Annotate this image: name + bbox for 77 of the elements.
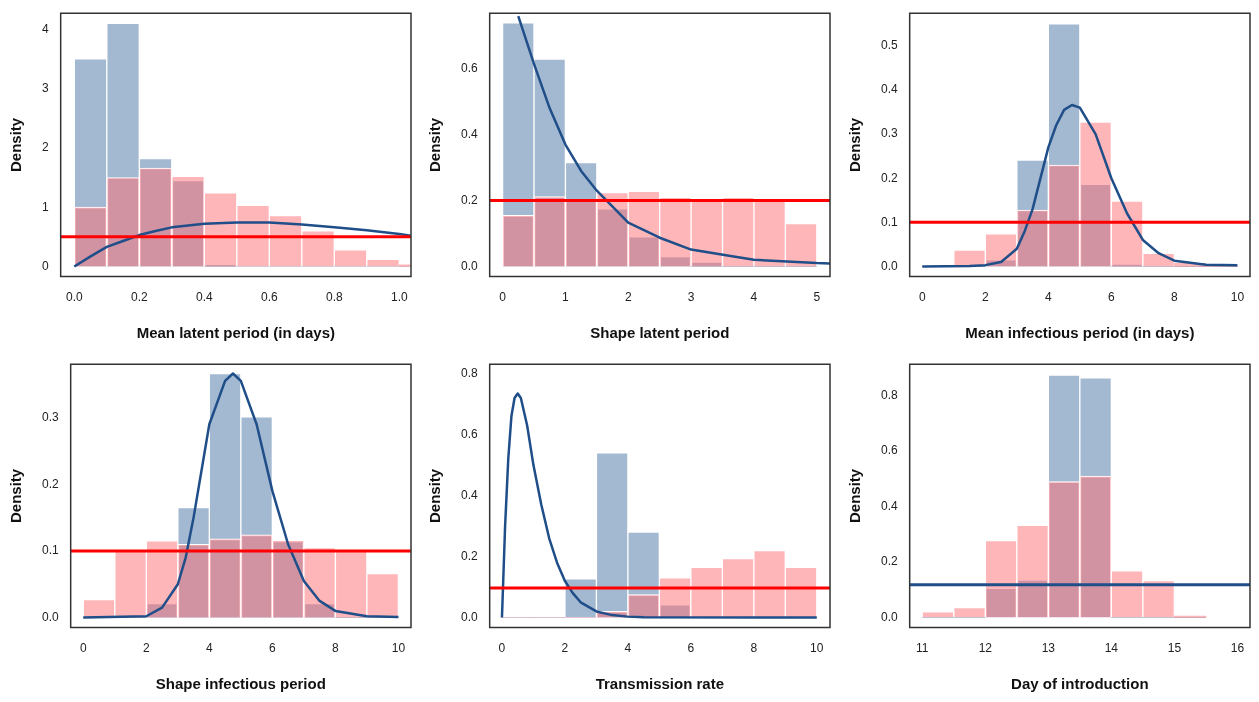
y-tick-label: 3 [41, 80, 49, 95]
y-tick-label: 0.6 [460, 61, 478, 76]
x-tick-label: 1.0 [390, 290, 408, 305]
x-tick-label: 0 [79, 641, 87, 656]
x-axis-title: Mean latent period (in days) [136, 324, 336, 342]
x-axis-title: Day of introduction [1011, 675, 1149, 693]
x-tick-label: 0.2 [130, 290, 148, 305]
x-tick-label: 2 [142, 641, 150, 656]
y-axis-title: Density [846, 468, 864, 523]
y-tick-label: 0.3 [880, 126, 898, 141]
y-tick-label: 1 [41, 199, 49, 214]
x-tick-label: 10 [391, 641, 406, 656]
x-tick-label: 0 [498, 641, 506, 656]
x-tick-label: 4 [750, 290, 758, 305]
y-tick-label: 0.2 [880, 554, 898, 569]
x-tick-label: 1 [562, 290, 570, 305]
x-tick-label: 16 [1230, 641, 1245, 656]
x-tick-label: 14 [1104, 641, 1119, 656]
y-tick-label: 0.0 [880, 609, 898, 624]
y-tick-label: 0.5 [880, 38, 898, 53]
x-tick-label: 0 [499, 290, 507, 305]
y-tick-label: 0.4 [460, 127, 478, 142]
y-tick-label: 0.4 [880, 82, 898, 97]
x-tick-label: 0.4 [195, 290, 213, 305]
y-tick-label: 0.4 [880, 498, 898, 513]
y-axis-title: Density [426, 117, 444, 172]
x-tick-label: 2 [624, 290, 632, 305]
y-tick-label: 0.2 [460, 548, 478, 563]
x-tick-label: 10 [810, 641, 824, 656]
x-tick-label: 6 [1108, 290, 1116, 305]
y-tick-label: 0.0 [880, 258, 898, 273]
y-axis-title: Density [7, 468, 25, 523]
x-axis-title: Shape latent period [590, 324, 730, 342]
y-tick-label: 0.3 [41, 409, 59, 424]
x-axis-title: Mean infectious period (in days) [965, 324, 1195, 342]
x-tick-label: 8 [750, 641, 758, 656]
y-tick-label: 0.0 [41, 609, 59, 624]
x-tick-label: 5 [813, 290, 821, 305]
x-tick-label: 4 [624, 641, 632, 656]
y-tick-label: 0.8 [460, 365, 478, 380]
x-tick-label: 0.8 [325, 290, 343, 305]
x-tick-label: 0 [918, 290, 926, 305]
y-axis-title: Density [426, 468, 444, 523]
y-tick-label: 4 [41, 21, 49, 36]
x-axis-title: Transmission rate [595, 675, 725, 693]
x-tick-label: 2 [561, 641, 569, 656]
x-tick-label: 11 [916, 641, 929, 656]
y-tick-label: 0.2 [880, 170, 898, 185]
y-axis-title: Density [7, 117, 25, 172]
y-tick-label: 0.0 [460, 258, 478, 273]
y-tick-label: 0.0 [460, 609, 478, 624]
x-tick-label: 13 [1041, 641, 1056, 656]
x-tick-label: 6 [687, 641, 695, 656]
x-tick-label: 8 [1171, 290, 1179, 305]
y-axis-title: Density [846, 117, 864, 172]
x-tick-label: 4 [205, 641, 213, 656]
x-axis-title: Shape infectious period [155, 675, 326, 693]
x-tick-label: 10 [1230, 290, 1245, 305]
y-tick-label: 0.1 [880, 214, 898, 229]
x-tick-label: 0.0 [65, 290, 83, 305]
y-tick-label: 0.2 [41, 476, 59, 491]
y-tick-label: 0.2 [460, 192, 478, 207]
x-tick-label: 2 [981, 290, 989, 305]
y-tick-label: 0.6 [460, 426, 478, 441]
y-tick-label: 0.4 [460, 487, 478, 502]
y-tick-label: 0.1 [41, 543, 59, 558]
x-tick-label: 3 [687, 290, 695, 305]
x-tick-label: 6 [269, 641, 277, 656]
y-tick-label: 0 [41, 258, 49, 273]
x-tick-label: 15 [1167, 641, 1182, 656]
x-tick-label: 8 [332, 641, 340, 656]
y-tick-label: 0.6 [880, 443, 898, 458]
x-tick-label: 0.6 [260, 290, 278, 305]
y-tick-label: 2 [41, 140, 49, 155]
x-tick-label: 12 [978, 641, 993, 656]
x-tick-label: 4 [1044, 290, 1052, 305]
y-tick-label: 0.8 [880, 388, 898, 403]
